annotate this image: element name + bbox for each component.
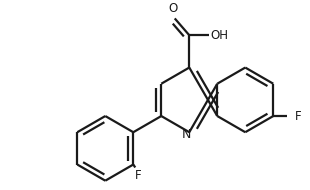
Text: OH: OH (210, 29, 229, 42)
Text: F: F (295, 110, 302, 123)
Text: N: N (182, 128, 191, 141)
Text: O: O (168, 2, 177, 15)
Text: F: F (135, 169, 142, 182)
